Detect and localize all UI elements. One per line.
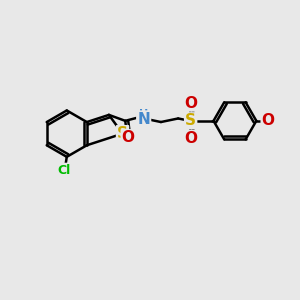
Text: O: O	[185, 131, 198, 146]
Text: S: S	[117, 126, 128, 141]
Text: O: O	[262, 113, 275, 128]
Text: H: H	[139, 109, 148, 119]
Text: S: S	[185, 113, 196, 128]
Text: O: O	[122, 130, 135, 145]
Text: Cl: Cl	[58, 164, 71, 177]
Text: N: N	[137, 112, 150, 127]
Text: O: O	[185, 95, 198, 110]
